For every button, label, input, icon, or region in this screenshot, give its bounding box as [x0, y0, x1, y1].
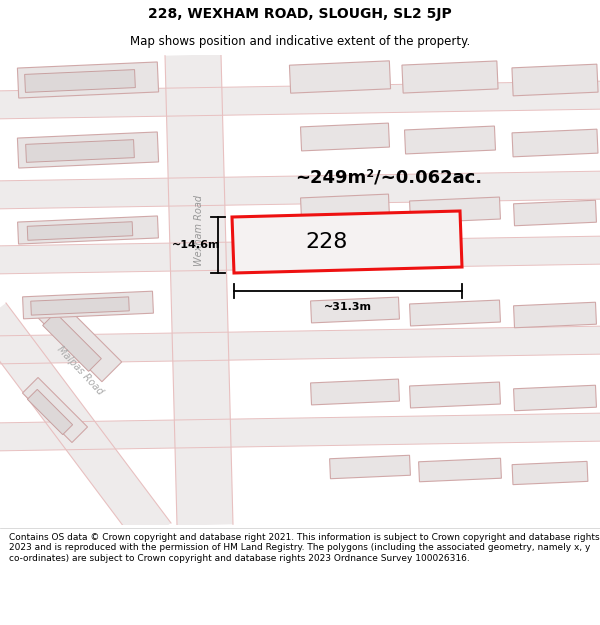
Polygon shape [289, 61, 391, 93]
Text: 228, WEXHAM ROAD, SLOUGH, SL2 5JP: 228, WEXHAM ROAD, SLOUGH, SL2 5JP [148, 7, 452, 21]
Polygon shape [17, 62, 158, 98]
Polygon shape [410, 197, 500, 223]
Polygon shape [0, 236, 600, 274]
Polygon shape [514, 302, 596, 328]
Polygon shape [311, 297, 400, 323]
Polygon shape [38, 298, 122, 382]
Text: Malpas Road: Malpas Road [55, 344, 105, 396]
Polygon shape [514, 385, 596, 411]
Text: ~14.6m: ~14.6m [172, 240, 220, 250]
Polygon shape [410, 382, 500, 408]
Polygon shape [311, 379, 400, 405]
Polygon shape [232, 211, 462, 273]
Polygon shape [301, 123, 389, 151]
Text: ~249m²/~0.062ac.: ~249m²/~0.062ac. [295, 169, 482, 187]
Polygon shape [26, 139, 134, 162]
Polygon shape [17, 132, 158, 168]
Polygon shape [0, 326, 600, 364]
Polygon shape [419, 458, 502, 482]
Polygon shape [512, 461, 588, 484]
Polygon shape [404, 126, 496, 154]
Polygon shape [329, 455, 410, 479]
Text: ~31.3m: ~31.3m [324, 302, 372, 312]
Polygon shape [43, 312, 101, 371]
Polygon shape [0, 81, 600, 119]
Polygon shape [0, 171, 600, 209]
Text: Contains OS data © Crown copyright and database right 2021. This information is : Contains OS data © Crown copyright and d… [9, 533, 599, 562]
Polygon shape [22, 378, 88, 442]
Polygon shape [512, 129, 598, 157]
Polygon shape [28, 389, 73, 434]
Polygon shape [25, 69, 136, 92]
Polygon shape [165, 54, 233, 526]
Polygon shape [27, 222, 133, 240]
Polygon shape [0, 413, 600, 451]
Polygon shape [17, 216, 158, 244]
Text: 228: 228 [306, 232, 348, 252]
Polygon shape [31, 297, 129, 315]
Text: Map shows position and indicative extent of the property.: Map shows position and indicative extent… [130, 35, 470, 48]
Polygon shape [402, 61, 498, 93]
Polygon shape [512, 64, 598, 96]
Polygon shape [410, 300, 500, 326]
Text: Wexham Road: Wexham Road [194, 194, 204, 266]
Polygon shape [514, 200, 596, 226]
Polygon shape [23, 291, 154, 319]
Polygon shape [0, 303, 171, 547]
Polygon shape [301, 194, 389, 220]
